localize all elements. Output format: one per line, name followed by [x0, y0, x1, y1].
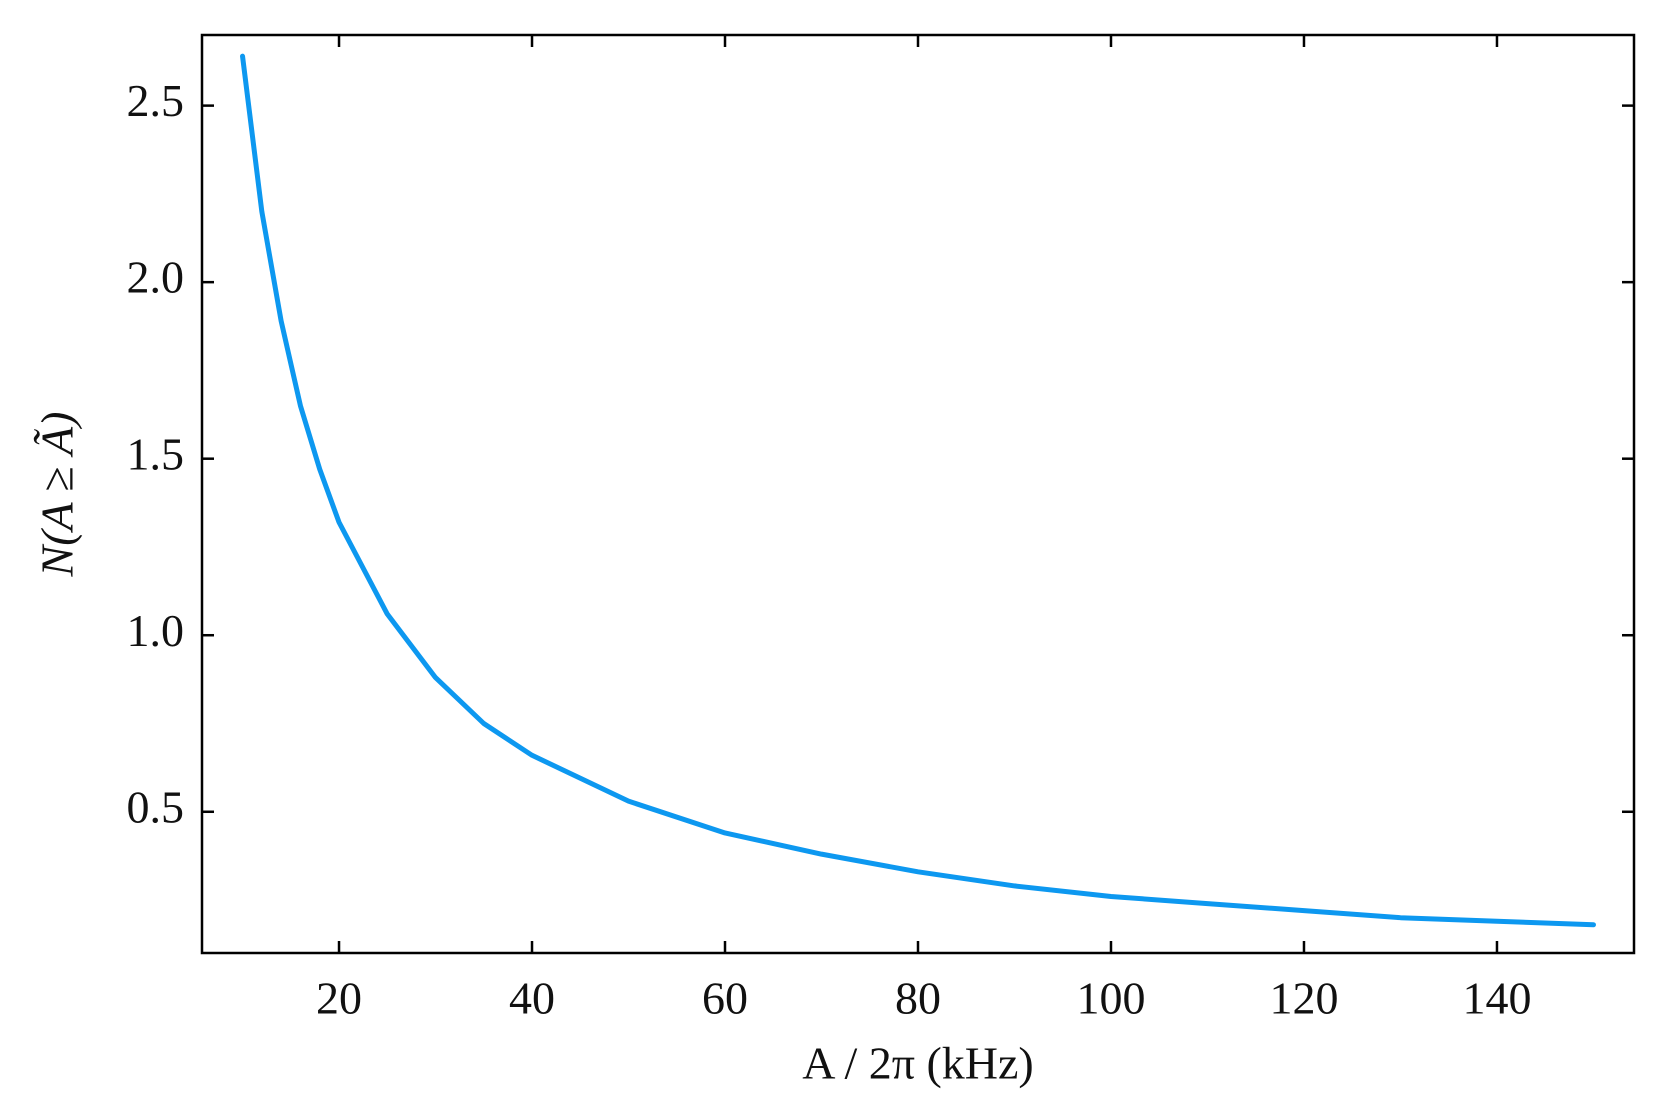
x-tick-label: 20 — [316, 973, 362, 1024]
y-tick-label: 1.5 — [127, 428, 185, 479]
x-tick-label: 60 — [702, 973, 748, 1024]
y-tick-label: 0.5 — [127, 781, 185, 832]
plot-frame — [200, 33, 1636, 955]
line-series — [240, 53, 1596, 928]
x-tick-label: 140 — [1462, 973, 1531, 1024]
y-tick-label: 2.5 — [127, 75, 185, 126]
x-tick-label: 80 — [895, 973, 941, 1024]
x-tick-label: 120 — [1269, 973, 1338, 1024]
x-axis-label: A / 2π (kHz) — [802, 1038, 1033, 1089]
y-tick-label: 2.0 — [127, 252, 185, 303]
x-tick-label: 40 — [509, 973, 555, 1024]
x-tick-label: 100 — [1076, 973, 1145, 1024]
y-tick-label: 1.0 — [127, 605, 185, 656]
y-axis-label: N(A ≥ Ã) — [32, 412, 83, 578]
